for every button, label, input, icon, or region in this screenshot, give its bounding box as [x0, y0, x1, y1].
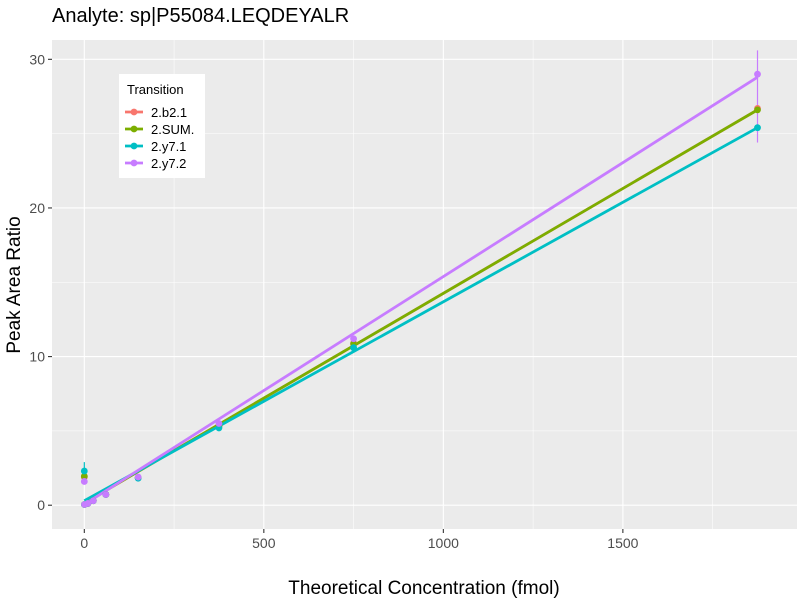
x-tick-label: 500: [252, 535, 276, 551]
fit-line-2.y7.2: [83, 75, 759, 506]
x-tick-label: 1500: [607, 535, 638, 551]
y-tick-label: 10: [29, 349, 45, 365]
data-points: [80, 70, 761, 508]
grid-major: [52, 40, 797, 529]
legend-label-2.SUM.: 2.SUM.: [151, 122, 194, 137]
legend-title: Transition: [127, 82, 184, 97]
data-point-2.y7.2: [134, 473, 142, 481]
legend-marker-2.y7.2: [130, 159, 138, 167]
fit-lines: [83, 75, 759, 506]
y-axis: 0 10 20 30: [29, 51, 52, 513]
data-point-2.y7.1: [350, 344, 357, 352]
data-point-2.y7.1: [80, 467, 88, 475]
x-axis-title: Theoretical Concentration (fmol): [288, 578, 559, 599]
y-tick-label: 30: [29, 51, 45, 67]
x-tick-label: 1000: [428, 535, 459, 551]
data-point-2.SUM.: [754, 106, 761, 114]
x-tick-label: 0: [80, 535, 88, 551]
fit-line-2.y7.1: [83, 126, 759, 502]
y-axis-title: Peak Area Ratio: [4, 216, 25, 353]
data-point-2.y7.2: [215, 420, 223, 427]
x-axis: 0 500 1000 1500: [80, 529, 639, 551]
data-point-2.SUM.: [80, 472, 88, 480]
legend-label-2.y7.1: 2.y7.1: [151, 139, 186, 154]
data-point-2.y7.2: [89, 497, 97, 505]
legend-label-2.b2.1: 2.b2.1: [151, 105, 187, 120]
legend-label-2.y7.2: 2.y7.2: [151, 156, 186, 171]
data-point-2.y7.2: [84, 500, 92, 507]
data-point-2.y7.1: [754, 124, 761, 132]
legend: Transition 2.b2.1 2.SUM. 2.y7.1 2.y7.2: [119, 74, 205, 178]
y-tick-label: 0: [37, 497, 45, 513]
data-point-2.y7.2: [102, 491, 110, 498]
chart-title: Analyte: sp|P55084.LEQDEYALR: [52, 5, 349, 27]
y-tick-label: 20: [29, 200, 45, 216]
data-point-2.y7.2: [350, 335, 357, 343]
legend-marker-2.y7.1: [130, 142, 138, 150]
legend-marker-2.SUM.: [130, 125, 138, 133]
legend-marker-2.b2.1: [130, 108, 138, 116]
data-point-2.y7.2: [754, 70, 761, 78]
data-point-2.y7.2: [80, 478, 88, 485]
